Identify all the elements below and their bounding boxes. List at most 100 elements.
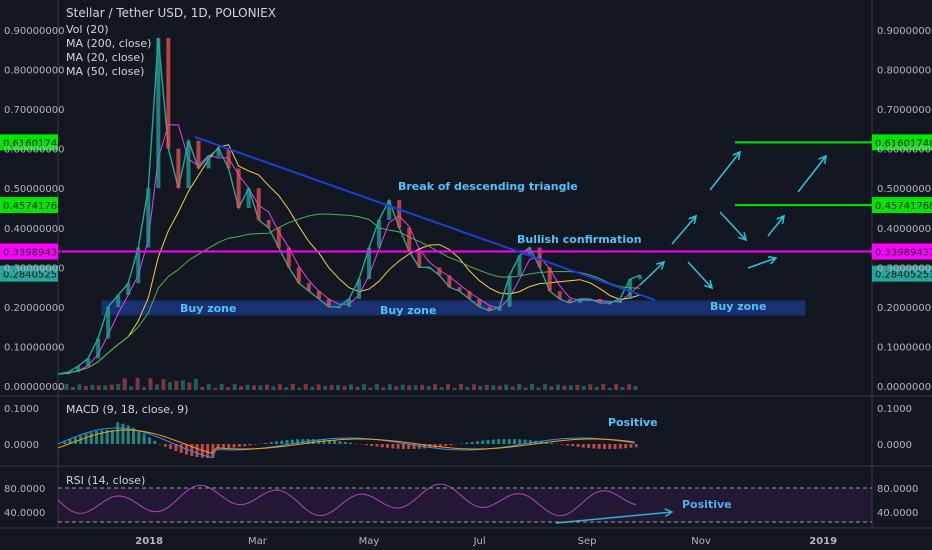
macd-histogram-bar <box>433 444 437 448</box>
price-tick-left: 0.90000000 <box>4 26 64 37</box>
volume-bar <box>465 386 470 390</box>
time-tick: May <box>359 536 380 547</box>
projection-arrowhead <box>776 214 785 225</box>
volume-bar <box>607 387 612 390</box>
candle <box>407 227 412 252</box>
macd-histogram-bar <box>560 444 564 445</box>
macd-histogram-bar <box>179 444 183 453</box>
macd-label: MACD (9, 18, close, 9) <box>66 403 189 416</box>
ma200-line <box>57 213 641 375</box>
level-tag-left-text: 0.45741768 <box>3 201 63 212</box>
macd-histogram-bar <box>343 441 347 444</box>
macd-histogram-bar <box>142 433 146 444</box>
volume-bar <box>83 386 88 390</box>
macd-histogram-bar <box>248 444 252 446</box>
macd-histogram-bar <box>84 433 88 444</box>
macd-histogram-bar <box>116 422 120 444</box>
volume-bar <box>135 378 140 390</box>
volume-bar <box>122 378 127 390</box>
volume-bar <box>129 386 134 390</box>
macd-histogram-bar <box>290 439 294 444</box>
macd-histogram-bar <box>200 444 204 458</box>
macd-histogram-bar <box>401 444 405 449</box>
candle <box>547 267 552 292</box>
volume-bar <box>471 384 476 390</box>
macd-tick-right: 0.0000 <box>877 440 912 451</box>
volume-bar <box>530 384 535 390</box>
macd-histogram-bar <box>444 444 448 446</box>
price-tick-left: 0.10000000 <box>4 342 64 353</box>
rsi-band <box>58 488 872 522</box>
candle <box>457 287 462 292</box>
macd-histogram-bar <box>502 439 506 444</box>
candle <box>477 298 482 307</box>
candle <box>377 219 382 248</box>
volume-bar <box>155 384 160 390</box>
buy-zone-label-1: Buy zone <box>180 302 236 315</box>
price-tick-right: 0.10000000 <box>877 342 932 353</box>
macd-histogram-bar <box>571 444 575 447</box>
rsi-tick-right: 80.0000 <box>877 484 918 495</box>
volume-bar <box>601 384 606 390</box>
price-tick-left: 0.60000000 <box>4 145 64 156</box>
price-line <box>57 37 643 375</box>
macd-tick-left: 0.1000 <box>4 404 39 415</box>
level-tag-right <box>872 197 932 214</box>
macd-histogram-bar <box>592 444 596 449</box>
level-tag-right-text: 0.33989437 <box>875 248 932 259</box>
macd-histogram-bar <box>95 431 99 444</box>
volume-bar <box>361 384 366 390</box>
macd-histogram-bar <box>237 444 241 447</box>
level-tag-right <box>872 243 932 260</box>
volume-bar <box>58 388 62 390</box>
candle <box>206 156 211 169</box>
volume-bar <box>633 386 638 390</box>
buy-zone-label-2: Buy zone <box>380 304 436 317</box>
rsi-pane: 80.0000 80.0000 40.0000 40.0000 <box>4 483 918 523</box>
projection-arrowhead <box>732 150 741 161</box>
level-tag-left <box>0 265 58 282</box>
volume-bar <box>77 384 82 390</box>
macd-histogram-bar <box>195 444 199 458</box>
candle <box>226 148 231 169</box>
macd-histogram-bar <box>338 441 342 444</box>
time-tick: Sep <box>578 536 597 547</box>
volume-bar <box>433 384 438 390</box>
macd-histogram-bar <box>581 444 585 448</box>
macd-histogram-bar <box>190 444 194 456</box>
macd-histogram-bar <box>137 430 141 444</box>
bullish-label: Bullish confirmation <box>517 233 642 246</box>
volume-bar <box>252 385 257 390</box>
price-tick-right: 0.50000000 <box>877 184 932 195</box>
candle <box>276 227 281 248</box>
macd-tick-right: 0.1000 <box>877 404 912 415</box>
volume-bar <box>568 385 573 390</box>
volume-bar <box>90 384 95 390</box>
macd-histogram-bar <box>222 444 226 449</box>
level-tag-left-text: 0.61601748 <box>3 138 63 149</box>
price-tick-right: 0.80000000 <box>877 66 932 77</box>
volume-bar <box>458 384 463 390</box>
price-tick-right: 0.00000000 <box>877 382 932 393</box>
price-tick-left: 0.40000000 <box>4 224 64 235</box>
macd-histogram-bar <box>565 444 569 446</box>
candle <box>246 188 251 208</box>
projection-arrow <box>767 215 785 237</box>
candle <box>507 275 512 307</box>
projection-arrow <box>797 155 827 193</box>
candle <box>357 279 362 299</box>
macd-histogram-bar <box>449 444 453 446</box>
macd-histogram-bar <box>386 444 390 448</box>
projection-arrowhead <box>688 214 698 224</box>
macd-positive-label: Positive <box>608 416 658 429</box>
macd-histogram-bar <box>375 444 379 447</box>
macd-histogram-bar <box>132 427 136 444</box>
volume-bar <box>413 385 418 390</box>
projection-arrow <box>639 261 665 286</box>
level-tag-right <box>872 265 932 282</box>
macd-histogram-bar <box>491 439 495 444</box>
macd-histogram-bar <box>370 444 374 446</box>
price-tick-right: 0.70000000 <box>877 105 932 116</box>
volume-bar <box>232 384 237 390</box>
volume-bar <box>213 387 218 390</box>
